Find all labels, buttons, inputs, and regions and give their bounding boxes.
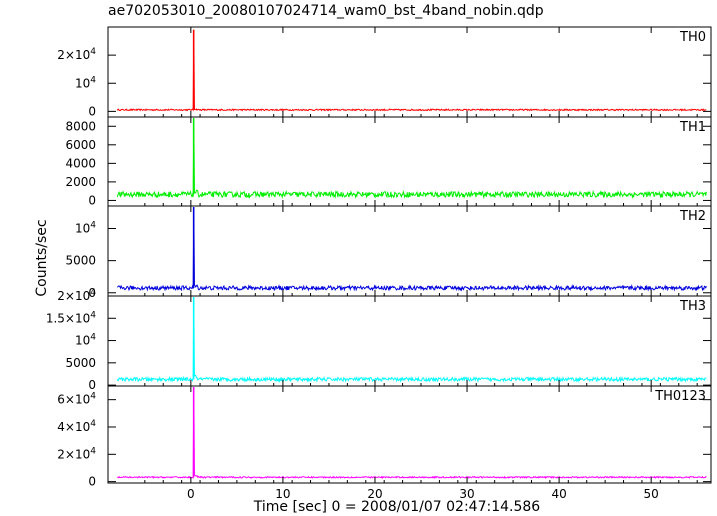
panel-frame <box>107 26 712 118</box>
y-tick-label: 5000 <box>65 356 96 370</box>
x-tick-label: 0 <box>187 487 195 501</box>
series-line-th0123 <box>116 386 707 480</box>
panel-th3: 0 5000 104 1.5×104 2×104 TH3 <box>46 288 712 392</box>
panel-label: TH2 <box>679 209 706 224</box>
y-axis-label: Counts/sec <box>34 219 50 296</box>
y-tick-label: 2×104 <box>57 288 96 303</box>
panel-frame <box>107 385 712 484</box>
y-tick-label: 104 <box>75 75 96 90</box>
series-line-th1 <box>116 117 707 200</box>
series-line-th0 <box>116 29 707 112</box>
x-tick-label: 10 <box>275 487 290 501</box>
y-tick-label: 0 <box>88 286 96 300</box>
y-tick-label: 6×104 <box>57 392 96 407</box>
x-axis-label: Time [sec] 0 = 2008/01/07 02:47:14.586 <box>253 499 541 515</box>
panel-label: TH0 <box>679 30 706 45</box>
panel-label: TH3 <box>679 299 706 314</box>
y-tick-label: 0 <box>88 104 96 118</box>
x-tick-label: 30 <box>459 487 474 501</box>
x-tick-label: 50 <box>644 487 659 501</box>
y-tick-label: 0 <box>88 378 96 392</box>
panel-th0123: 0 2×104 4×104 6×104 TH0123 <box>57 385 712 489</box>
panel-label: TH1 <box>679 120 706 135</box>
panel-frame <box>107 295 712 387</box>
y-tick-label: 0 <box>88 475 96 489</box>
panel-th2: 0 5000 104 TH2 <box>65 205 712 300</box>
x-tick-label: 20 <box>367 487 382 501</box>
y-tick-label: 4×104 <box>57 419 96 434</box>
y-tick-label: 4000 <box>65 156 96 170</box>
series-line-th2 <box>116 206 707 292</box>
y-tick-label: 1.5×104 <box>46 310 96 325</box>
y-tick-label: 2×104 <box>57 446 96 461</box>
y-tick-label: 0 <box>88 193 96 207</box>
x-tick-label: 40 <box>551 487 566 501</box>
y-tick-label: 2×104 <box>57 47 96 62</box>
panel-frame <box>107 205 712 297</box>
series-line-th3 <box>116 296 707 383</box>
y-tick-label: 5000 <box>65 254 96 268</box>
y-tick-label: 2000 <box>65 175 96 189</box>
y-tick-label: 104 <box>75 333 96 348</box>
panel-th0: 0 104 2×104 TH0 <box>57 26 712 118</box>
y-tick-label: 104 <box>75 221 96 236</box>
panel-th1: 0 2000 4000 6000 8000 TH1 <box>65 116 712 207</box>
y-tick-label: 8000 <box>65 119 96 133</box>
y-tick-label: 6000 <box>65 138 96 152</box>
panel-label: TH0123 <box>654 389 706 404</box>
page-title: ae702053010_20080107024714_wam0_bst_4ban… <box>108 3 544 19</box>
